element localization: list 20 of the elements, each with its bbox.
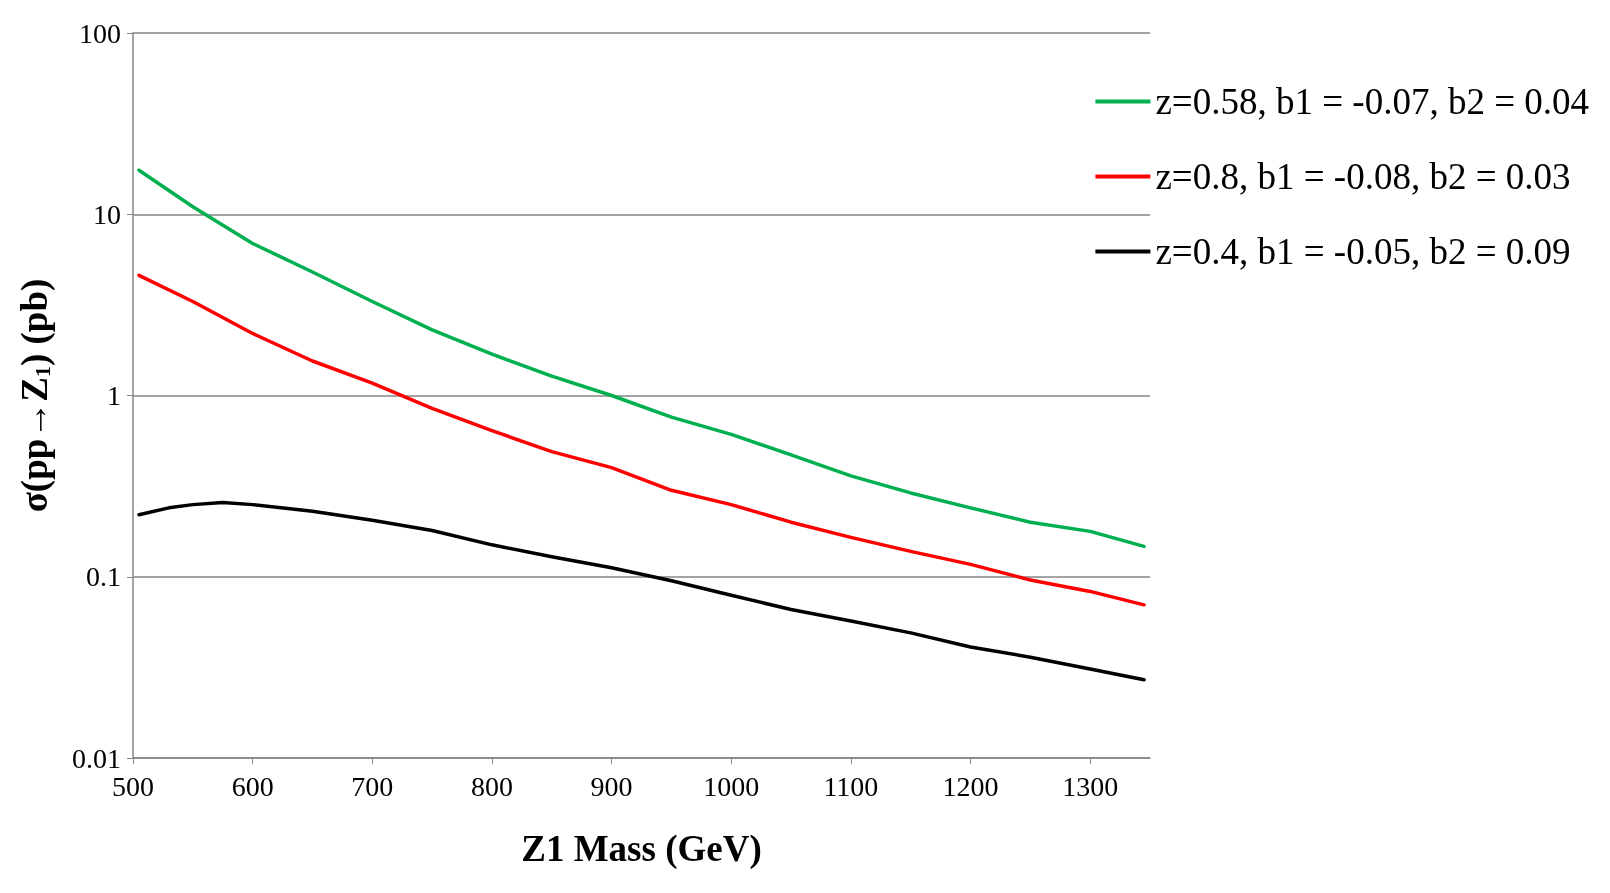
- y-tick-label: 100: [79, 17, 121, 49]
- y-tick-label: 1: [107, 380, 121, 411]
- y-tick-label: 0.1: [86, 561, 121, 593]
- x-tick-label: 800: [470, 770, 513, 802]
- x-tick-label: 600: [231, 770, 274, 802]
- y-axis-title: σ(pp→Z1) (pb): [14, 278, 56, 513]
- x-tick-label: 1200: [942, 770, 999, 802]
- x-tick-label: 900: [590, 770, 633, 802]
- line-series: [137, 168, 1146, 549]
- legend-label: z=0.4, b1 = -0.05, b2 = 0.09: [1155, 231, 1571, 272]
- line-series: [137, 500, 1146, 682]
- x-tick-label: 700: [351, 770, 394, 802]
- x-tick-label: 1000: [703, 770, 760, 802]
- x-axis-title: Z1 Mass (GeV): [521, 828, 762, 870]
- legend-label: z=0.58, b1 = -0.07, b2 = 0.04: [1155, 81, 1589, 122]
- legend-label: z=0.8, b1 = -0.08, b2 = 0.03: [1155, 156, 1571, 197]
- x-tick-label: 1100: [823, 770, 879, 802]
- y-tick-label: 10: [93, 198, 121, 230]
- line-series: [137, 273, 1146, 607]
- x-tick-label: 1300: [1062, 770, 1119, 802]
